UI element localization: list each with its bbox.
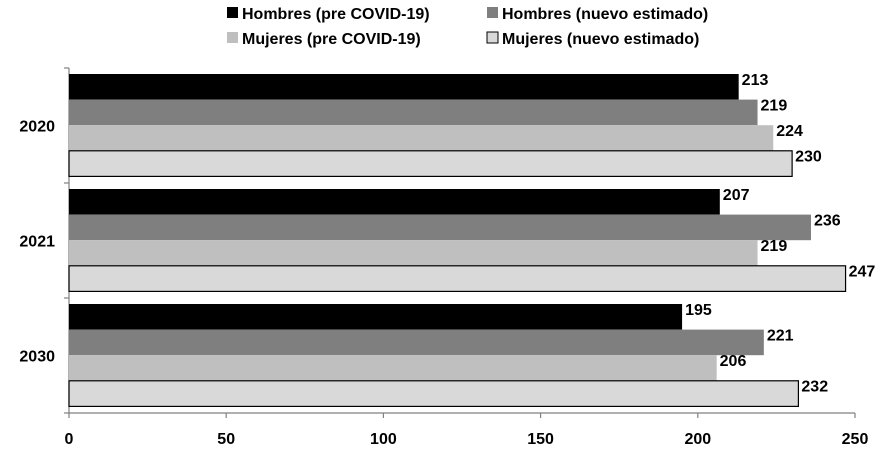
x-tick-label: 50 bbox=[217, 431, 235, 448]
legend-swatch bbox=[227, 7, 238, 18]
bar bbox=[69, 99, 758, 126]
data-label: 230 bbox=[795, 149, 822, 166]
legend: Hombres (pre COVID-19) Hombres (nuevo est… bbox=[227, 6, 708, 48]
legend-label: Mujeres (nuevo estimado) bbox=[502, 31, 699, 48]
data-label: 219 bbox=[761, 97, 788, 114]
value-labels: 213 219 224 230 207 236 219 247 195 221 206 232 bbox=[685, 72, 875, 396]
data-label: 247 bbox=[849, 264, 876, 281]
bar bbox=[69, 74, 739, 100]
x-tick-label: 0 bbox=[65, 431, 74, 448]
bar bbox=[69, 189, 720, 215]
category-label: 2021 bbox=[19, 234, 55, 251]
bar bbox=[69, 329, 764, 356]
data-label: 232 bbox=[801, 379, 828, 396]
legend-swatch bbox=[227, 32, 238, 43]
bar bbox=[68, 150, 793, 178]
category-label: 2030 bbox=[19, 349, 55, 366]
bars bbox=[68, 74, 847, 407]
legend-swatch bbox=[487, 7, 498, 18]
data-label: 206 bbox=[720, 353, 747, 370]
legend-label: Mujeres (pre COVID-19) bbox=[242, 31, 421, 48]
bar bbox=[69, 214, 811, 241]
bar bbox=[69, 304, 683, 330]
x-tick-label: 200 bbox=[684, 431, 711, 448]
data-label: 219 bbox=[761, 238, 788, 255]
x-tick-label: 250 bbox=[842, 431, 869, 448]
data-label: 195 bbox=[685, 302, 712, 319]
bar bbox=[69, 125, 774, 151]
data-label: 224 bbox=[776, 123, 803, 140]
axes: 0 50 100 150 200 250 2020 2021 2030 bbox=[19, 67, 869, 448]
legend-label: Hombres (pre COVID-19) bbox=[242, 6, 430, 23]
data-label: 221 bbox=[767, 327, 794, 344]
bar bbox=[68, 380, 800, 407]
x-tick-label: 150 bbox=[527, 431, 554, 448]
data-label: 207 bbox=[723, 187, 750, 204]
legend-label: Hombres (nuevo estimado) bbox=[502, 6, 708, 23]
legend-swatch bbox=[486, 31, 499, 44]
data-label: 213 bbox=[742, 72, 769, 89]
bar bbox=[69, 240, 758, 266]
bar bbox=[68, 265, 847, 292]
bar bbox=[69, 355, 717, 381]
data-label: 236 bbox=[814, 212, 841, 229]
category-label: 2020 bbox=[19, 119, 55, 136]
x-tick-label: 100 bbox=[370, 431, 397, 448]
